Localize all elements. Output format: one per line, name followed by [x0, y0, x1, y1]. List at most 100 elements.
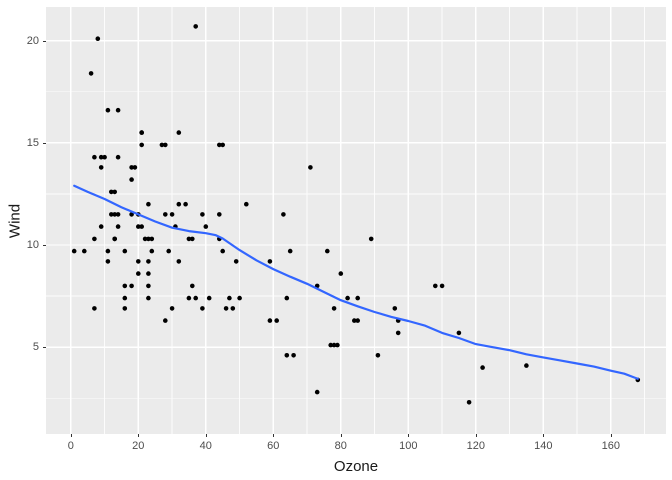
- scatter-points: [71, 24, 641, 405]
- data-point: [122, 295, 128, 301]
- data-point: [146, 236, 151, 242]
- x-tick-mark: [610, 434, 612, 437]
- data-point: [190, 236, 195, 242]
- data-point: [88, 71, 94, 76]
- x-tick-mark: [273, 434, 275, 437]
- data-point: [291, 353, 296, 358]
- y-tick-label: 10: [26, 239, 39, 252]
- plot-canvas: [46, 7, 666, 434]
- data-point: [287, 248, 293, 254]
- data-point: [163, 212, 168, 217]
- data-point: [142, 236, 148, 242]
- data-point: [217, 142, 222, 148]
- data-point: [328, 342, 334, 348]
- data-point: [109, 189, 114, 195]
- x-tick-mark: [543, 434, 545, 437]
- data-point: [115, 107, 121, 113]
- data-point: [338, 271, 344, 276]
- data-point: [105, 107, 111, 113]
- data-point: [115, 212, 121, 217]
- data-point: [112, 212, 117, 217]
- data-point: [335, 342, 340, 348]
- x-tick-label: 100: [399, 440, 418, 452]
- data-point: [355, 318, 361, 323]
- data-point: [395, 330, 401, 336]
- data-point: [146, 201, 151, 207]
- data-point: [480, 365, 485, 370]
- data-point: [314, 389, 320, 395]
- data-point: [92, 236, 97, 242]
- x-tick-mark: [205, 434, 207, 437]
- data-point: [136, 259, 141, 264]
- data-point: [244, 201, 249, 207]
- data-point: [375, 353, 381, 358]
- data-point: [176, 201, 182, 207]
- y-tick-label: 5: [32, 341, 39, 354]
- data-point: [92, 306, 97, 311]
- x-tick-mark: [138, 434, 140, 437]
- data-point: [109, 212, 114, 217]
- data-point: [368, 236, 374, 242]
- data-point: [193, 24, 198, 29]
- data-point: [200, 306, 205, 311]
- data-point: [163, 142, 168, 148]
- data-point: [129, 165, 134, 170]
- x-tick-label: 20: [132, 440, 145, 452]
- data-point: [284, 353, 290, 358]
- y-tick-label: 15: [26, 136, 39, 149]
- x-tick-mark: [475, 434, 477, 437]
- data-point: [325, 248, 330, 254]
- smooth-line: [73, 184, 639, 380]
- data-point: [217, 212, 222, 217]
- data-point: [203, 224, 209, 229]
- data-point: [233, 259, 239, 264]
- data-point: [129, 212, 134, 217]
- major-gridlines: [46, 7, 666, 434]
- data-point: [149, 236, 155, 242]
- data-point: [274, 318, 279, 323]
- data-point: [308, 165, 313, 170]
- data-point: [267, 259, 273, 264]
- data-point: [115, 224, 121, 229]
- y-tick-mark: [43, 245, 46, 247]
- data-point: [98, 224, 104, 229]
- data-point: [166, 248, 171, 254]
- data-point: [129, 283, 134, 289]
- data-point: [186, 295, 192, 301]
- data-point: [98, 154, 104, 160]
- data-point: [206, 295, 212, 301]
- data-point: [230, 306, 236, 311]
- x-tick-label: 0: [67, 440, 74, 452]
- data-point: [139, 130, 144, 135]
- y-axis-title: Wind: [6, 203, 24, 238]
- data-point: [176, 130, 182, 135]
- data-point: [193, 295, 198, 301]
- data-point: [159, 142, 165, 148]
- data-point: [115, 154, 121, 160]
- data-point: [524, 363, 529, 368]
- data-point: [105, 248, 111, 254]
- x-tick-label: 160: [601, 440, 620, 452]
- data-point: [163, 318, 168, 323]
- data-point: [122, 306, 128, 311]
- data-point: [433, 283, 438, 289]
- data-point: [331, 342, 337, 348]
- data-point: [284, 295, 290, 301]
- data-point: [139, 224, 144, 229]
- y-tick-mark: [43, 40, 46, 42]
- x-tick-mark: [70, 434, 72, 437]
- data-point: [82, 248, 87, 254]
- data-point: [220, 142, 225, 148]
- data-point: [466, 400, 472, 405]
- data-point: [132, 165, 138, 170]
- y-tick-mark: [43, 142, 46, 144]
- data-point: [169, 212, 175, 217]
- y-tick-mark: [43, 347, 46, 349]
- x-tick-label: 120: [466, 440, 485, 452]
- data-point: [331, 306, 337, 311]
- data-point: [355, 295, 361, 301]
- data-point: [129, 177, 134, 182]
- data-point: [220, 248, 225, 254]
- data-point: [95, 36, 101, 41]
